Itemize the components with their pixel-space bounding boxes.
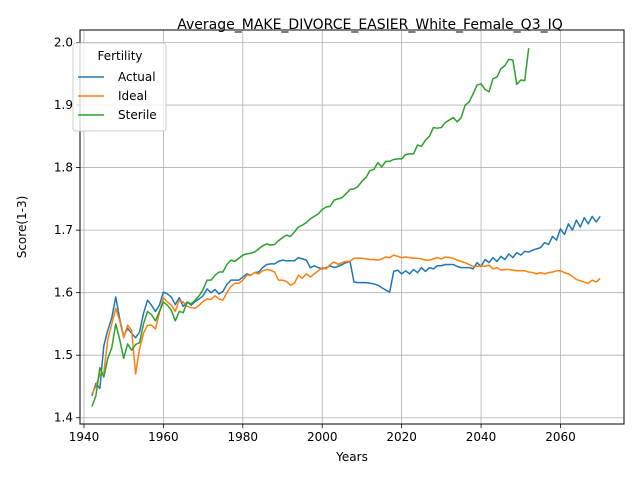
y-tick-label: 1.7 xyxy=(54,223,73,237)
x-tick-label: 1940 xyxy=(69,430,100,444)
y-axis-ticks: 1.4 1.5 1.6 1.7 1.8 1.9 2.0 xyxy=(54,36,80,425)
series-line-ideal xyxy=(91,254,601,395)
legend-box xyxy=(72,42,167,132)
legend-label-actual: Actual xyxy=(118,70,156,84)
legend-title: Fertility xyxy=(97,49,142,63)
series-line-actual xyxy=(91,215,601,397)
series-lines xyxy=(91,48,601,407)
x-tick-label: 2000 xyxy=(307,430,338,444)
legend-label-ideal: Ideal xyxy=(118,89,147,103)
y-tick-label: 2.0 xyxy=(54,36,73,50)
plot-frame xyxy=(79,29,625,425)
x-axis-ticks: 1940 1960 1980 2000 2020 2040 2060 xyxy=(69,424,576,444)
series-line-sterile xyxy=(91,48,530,407)
y-tick-label: 1.9 xyxy=(54,98,73,112)
x-tick-label: 1980 xyxy=(228,430,259,444)
y-tick-label: 1.5 xyxy=(54,348,73,362)
x-tick-label: 2040 xyxy=(466,430,497,444)
y-tick-label: 1.8 xyxy=(54,161,73,175)
grid-lines xyxy=(80,30,624,424)
x-tick-label: 2060 xyxy=(545,430,576,444)
x-axis-label: Years xyxy=(335,450,368,464)
x-tick-label: 2020 xyxy=(386,430,417,444)
x-tick-label: 1960 xyxy=(148,430,179,444)
chart-title: Average_MAKE_DIVORCE_EASIER_White_Female… xyxy=(177,17,563,33)
legend: Fertility Actual Ideal Sterile xyxy=(72,42,167,132)
legend-items: Actual Ideal Sterile xyxy=(78,70,157,122)
y-tick-label: 1.6 xyxy=(54,286,73,300)
y-tick-label: 1.4 xyxy=(54,411,73,425)
legend-label-sterile: Sterile xyxy=(118,108,157,122)
y-axis-label: Score(1-3) xyxy=(15,196,29,259)
